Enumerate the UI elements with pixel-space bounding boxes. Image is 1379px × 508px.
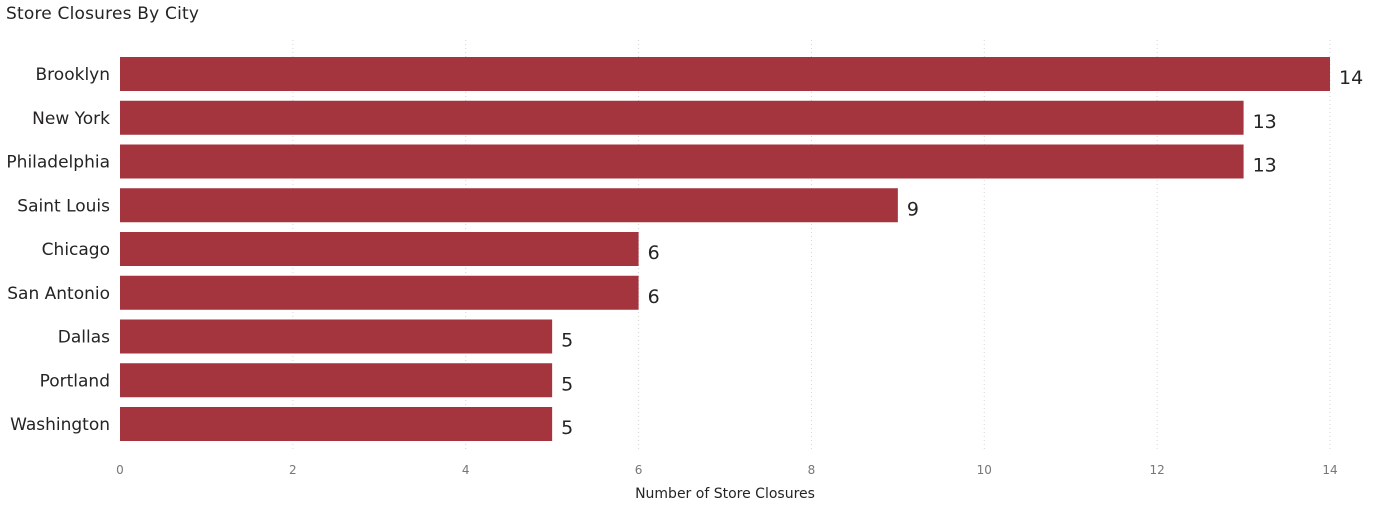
data-label: 6 (648, 286, 660, 308)
category-label: Dallas (58, 328, 110, 348)
bars (120, 57, 1330, 441)
data-label: 13 (1253, 111, 1277, 133)
category-label: New York (32, 109, 110, 129)
x-tick-label: 12 (1150, 463, 1165, 477)
bar-brooklyn[interactable] (120, 57, 1330, 91)
category-label: Portland (40, 371, 110, 391)
x-tick-label: 0 (116, 463, 124, 477)
category-label: Philadelphia (6, 153, 110, 173)
data-label: 6 (648, 242, 660, 264)
bar-new-york[interactable] (120, 100, 1244, 135)
bar-philadelphia[interactable] (120, 144, 1244, 179)
x-tick-label: 4 (462, 463, 470, 477)
category-label: Brooklyn (36, 65, 110, 85)
data-label: 5 (561, 330, 573, 352)
category-label: Saint Louis (17, 196, 110, 216)
x-tick-label: 6 (635, 463, 643, 477)
bar-chicago[interactable] (120, 232, 639, 266)
bar-san-antonio[interactable] (120, 275, 639, 310)
category-label: Chicago (42, 240, 110, 260)
bar-dallas[interactable] (120, 319, 553, 354)
data-label: 9 (907, 198, 919, 220)
category-label: Washington (10, 415, 110, 435)
x-axis-title: Number of Store Closures (635, 486, 815, 502)
category-labels: Brooklyn New York Philadelphia Saint Louis C… (6, 65, 110, 435)
chart-title: Store Closures By City (6, 4, 200, 24)
category-label: San Antonio (7, 284, 110, 304)
x-tick-label: 8 (808, 463, 816, 477)
x-tick-label: 2 (289, 463, 297, 477)
data-label: 13 (1253, 155, 1277, 177)
x-tick-label: 10 (977, 463, 992, 477)
data-label: 5 (561, 373, 573, 395)
bar-saint-louis[interactable] (120, 188, 898, 223)
bar-washington[interactable] (120, 407, 553, 441)
x-axis-ticks: 0 2 4 6 8 10 12 14 (116, 463, 1337, 477)
bar-portland[interactable] (120, 363, 553, 398)
data-label: 5 (561, 417, 573, 439)
data-label: 14 (1339, 67, 1363, 89)
data-labels: 14 13 13 9 6 6 5 5 5 (561, 67, 1363, 439)
x-tick-label: 14 (1322, 463, 1337, 477)
